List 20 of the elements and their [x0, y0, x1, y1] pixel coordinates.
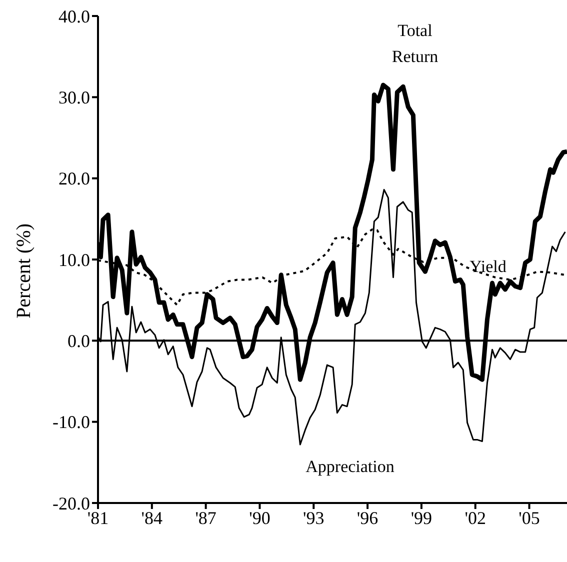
x-tick-label: '87 [195, 508, 216, 528]
x-tick-label: '81 [87, 508, 109, 528]
y-tick-label: 30.0 [58, 88, 90, 108]
y-axis-title: Percent (%) [13, 224, 35, 318]
y-tick-label: 40.0 [58, 6, 90, 26]
x-tick-label: '84 [141, 508, 163, 528]
y-tick-label: -20.0 [52, 493, 90, 514]
series-label: Appreciation [306, 457, 395, 476]
x-tick-label: '93 [303, 508, 324, 528]
y-tick-label: 20.0 [58, 168, 90, 189]
x-tick-label: '05 [518, 508, 540, 528]
x-tick-label: '96 [356, 508, 378, 528]
y-tick-label: 0.0 [68, 331, 90, 352]
y-tick-label: 10.0 [58, 250, 90, 270]
x-tick-label: '99 [410, 508, 432, 528]
x-tick-label: '02 [464, 508, 486, 528]
x-tick-label: '90 [249, 508, 270, 528]
series-label: Yield [470, 257, 507, 276]
y-tick-label: -10.0 [52, 412, 90, 432]
series-label: Total Return [392, 21, 439, 66]
